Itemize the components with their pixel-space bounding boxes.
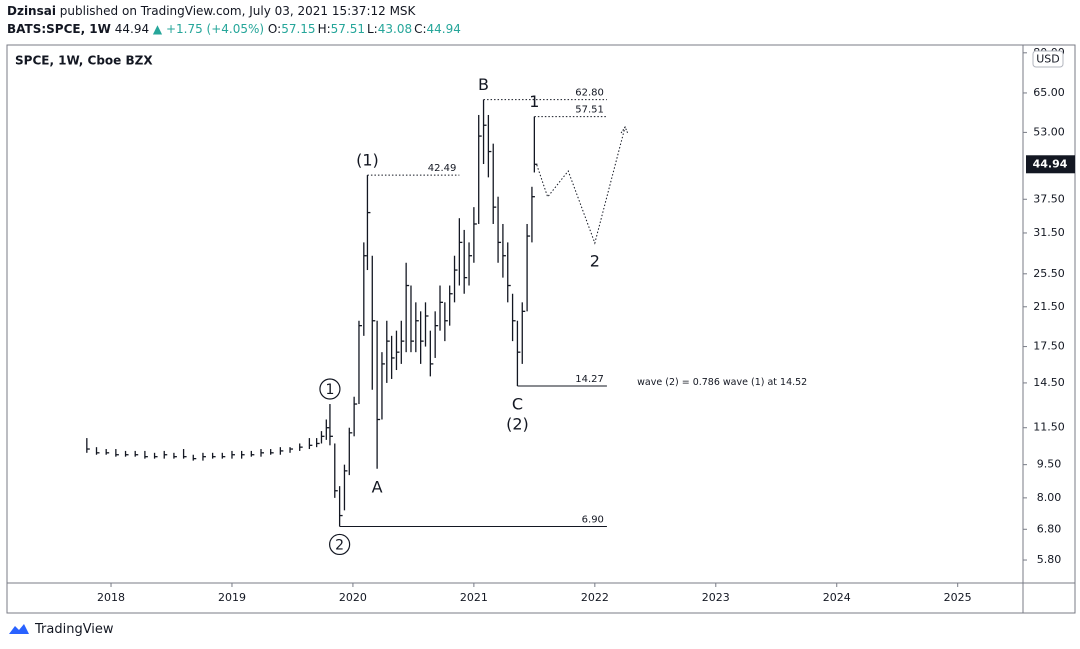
y-tick-label: 8.00 <box>1037 491 1062 504</box>
level-label: 57.51 <box>575 105 604 116</box>
wave-label: B <box>478 75 489 94</box>
chart-frame <box>6 44 1076 614</box>
ohlc: O:57.15 H:57.51 L:43.08 C:44.94 <box>268 22 463 36</box>
header-quote: BATS:SPCE, 1W 44.94 ▲ +1.75 (+4.05%) O:5… <box>7 22 463 36</box>
last-price-box <box>1026 155 1075 174</box>
ohlc-value: 43.08 <box>377 22 413 36</box>
symbol: BATS:SPCE, 1W <box>7 22 111 36</box>
y-tick-label: 21.50 <box>1033 300 1065 313</box>
ohlc-key: O: <box>267 22 282 36</box>
y-tick-label: 53.00 <box>1033 125 1065 138</box>
x-tick-label: 2024 <box>823 591 851 604</box>
ohlc-value: 57.15 <box>281 22 316 36</box>
price: 44.94 <box>114 22 150 36</box>
ohlc-key: C: <box>414 22 427 36</box>
wave-label: A <box>372 477 383 496</box>
level-label: 62.80 <box>575 88 604 99</box>
wave-label: 1 <box>325 382 334 398</box>
footer: TradingView <box>8 621 114 637</box>
wave-label: C <box>512 395 523 414</box>
brand: TradingView <box>35 621 114 637</box>
wave-label: 2 <box>335 537 344 553</box>
x-tick-label: 2021 <box>460 591 488 604</box>
logo <box>9 624 29 634</box>
change: ▲ +1.75 (+4.05%) <box>152 22 265 36</box>
level-label: 6.90 <box>582 514 604 525</box>
wave-label: (1) <box>356 151 379 170</box>
x-tick-label: 2018 <box>97 591 125 604</box>
wave-label: 1 <box>529 92 539 111</box>
plot-frame <box>6 44 1076 584</box>
wave-label: (2) <box>506 415 529 434</box>
ohlc-key: L: <box>367 22 378 36</box>
wave-circle <box>319 378 341 400</box>
y-tick-label: 65.00 <box>1033 86 1065 99</box>
y-tick-label: 17.50 <box>1033 340 1065 353</box>
y-tick-label: 6.80 <box>1037 522 1062 535</box>
y-tick-label: 5.80 <box>1037 553 1062 566</box>
currency: USD <box>1036 53 1060 66</box>
x-tick-label: 2020 <box>339 591 367 604</box>
author: Dzinsai <box>7 4 56 18</box>
y-tick-label: 37.50 <box>1033 192 1065 205</box>
annotation: wave (2) = 0.786 wave (1) at 14.52 <box>637 377 807 388</box>
y-tick-label: 25.50 <box>1033 267 1065 280</box>
wave-circle <box>329 533 351 556</box>
wave-label: 2 <box>590 252 600 271</box>
ohlc-key: H: <box>317 22 331 36</box>
y-tick-label: 9.50 <box>1037 458 1062 471</box>
level-label: 42.49 <box>428 163 457 174</box>
x-tick-label: 2022 <box>581 591 609 604</box>
chart-title: SPCE, 1W, Cboe BZX <box>15 54 153 68</box>
projection-path <box>536 126 626 245</box>
projection-arrow <box>620 125 629 135</box>
x-tick-label: 2023 <box>702 591 730 604</box>
x-tick-label: 2025 <box>944 591 972 604</box>
y-tick-label: 14.50 <box>1033 376 1065 389</box>
ohlc-value: 44.94 <box>426 22 461 36</box>
level-label: 14.27 <box>575 374 604 385</box>
published: published on TradingView.com, July 03, 2… <box>59 4 416 18</box>
x-tick-label: 2019 <box>218 591 246 604</box>
ohlc-value: 57.51 <box>330 22 365 36</box>
y-tick-label: 31.50 <box>1033 226 1065 239</box>
y-tick-label: 11.50 <box>1033 421 1065 434</box>
currency-box <box>1032 50 1064 68</box>
last-price-label: 44.94 <box>1033 157 1068 170</box>
header-line: Dzinsai published on TradingView.com, Ju… <box>7 4 415 18</box>
